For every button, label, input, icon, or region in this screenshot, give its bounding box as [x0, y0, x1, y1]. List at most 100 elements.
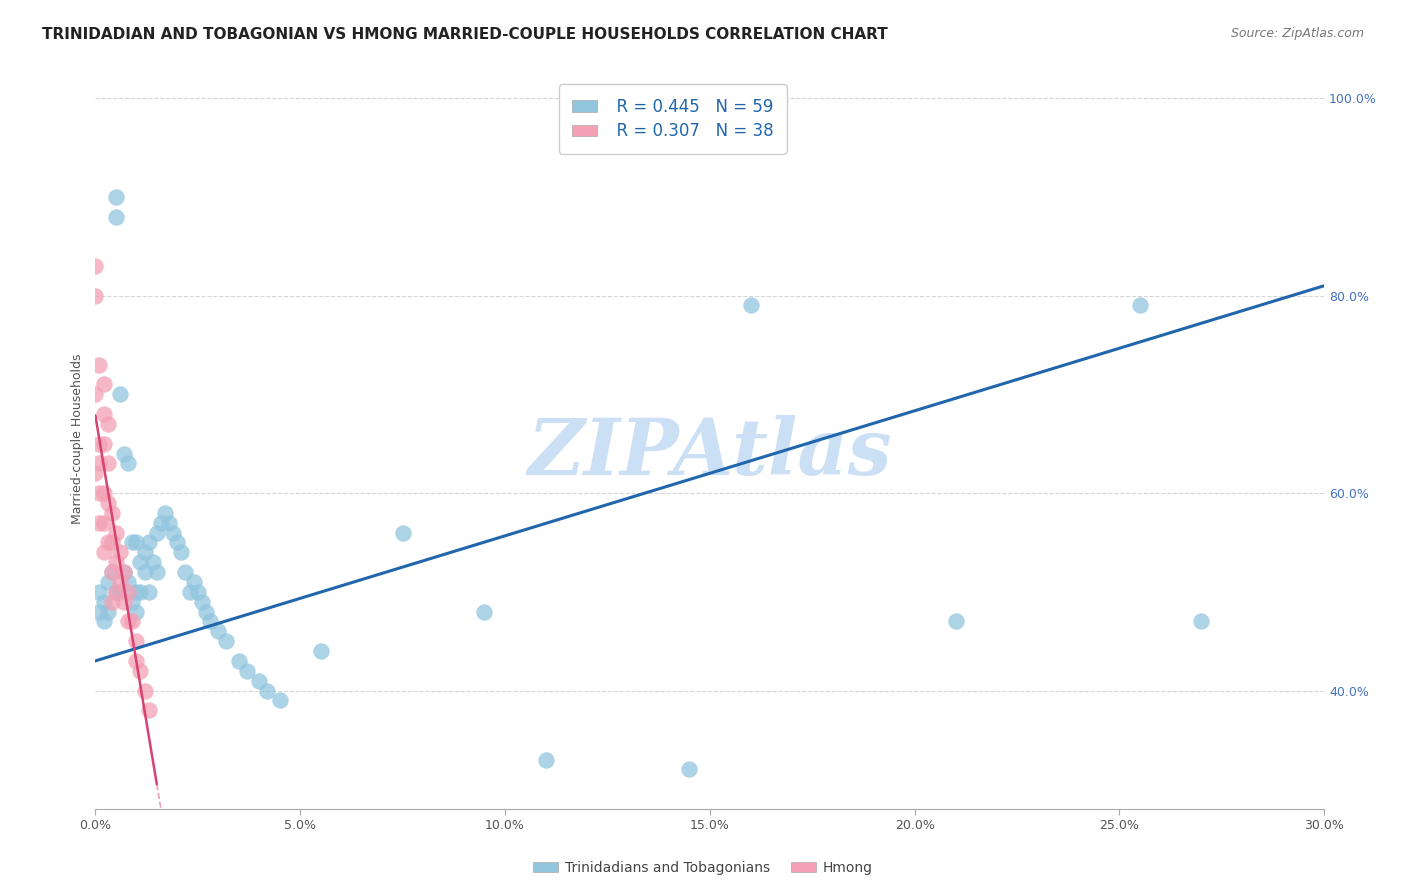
- Point: [93, 516, 115, 530]
- Point: [108, 584, 131, 599]
- Point: [93, 615, 115, 629]
- Point: [97, 417, 120, 431]
- Point: [247, 673, 270, 688]
- Point: [309, 644, 332, 658]
- Point: [84, 387, 107, 401]
- Point: [112, 565, 135, 579]
- Point: [93, 436, 115, 450]
- Point: [146, 525, 169, 540]
- Y-axis label: Married-couple Households: Married-couple Households: [72, 353, 84, 524]
- Point: [117, 457, 139, 471]
- Point: [138, 703, 160, 717]
- Point: [474, 605, 496, 619]
- Text: TRINIDADIAN AND TOBAGONIAN VS HMONG MARRIED-COUPLE HOUSEHOLDS CORRELATION CHART: TRINIDADIAN AND TOBAGONIAN VS HMONG MARR…: [42, 27, 889, 42]
- Point: [134, 683, 156, 698]
- Point: [174, 565, 197, 579]
- Point: [228, 654, 250, 668]
- Text: ZIPAtlas: ZIPAtlas: [527, 416, 891, 491]
- Point: [138, 535, 160, 549]
- Point: [104, 210, 127, 224]
- Point: [89, 436, 111, 450]
- Point: [112, 594, 135, 608]
- Point: [391, 525, 413, 540]
- Point: [187, 584, 209, 599]
- Point: [97, 457, 120, 471]
- Point: [112, 446, 135, 460]
- Point: [89, 486, 111, 500]
- Point: [117, 574, 139, 589]
- Point: [215, 634, 238, 648]
- Text: Source: ZipAtlas.com: Source: ZipAtlas.com: [1230, 27, 1364, 40]
- Point: [149, 516, 172, 530]
- Point: [84, 259, 107, 273]
- Point: [93, 545, 115, 559]
- Point: [97, 535, 120, 549]
- Point: [104, 584, 127, 599]
- Point: [534, 753, 557, 767]
- Point: [194, 605, 217, 619]
- Point: [100, 535, 122, 549]
- Point: [100, 565, 122, 579]
- Point: [125, 605, 148, 619]
- Point: [93, 594, 115, 608]
- Point: [179, 584, 201, 599]
- Point: [207, 624, 229, 639]
- Point: [100, 565, 122, 579]
- Point: [125, 535, 148, 549]
- Point: [89, 358, 111, 372]
- Point: [93, 377, 115, 392]
- Point: [1189, 615, 1212, 629]
- Point: [125, 654, 148, 668]
- Point: [93, 407, 115, 421]
- Point: [142, 555, 165, 569]
- Point: [170, 545, 193, 559]
- Point: [97, 496, 120, 510]
- Point: [84, 467, 107, 481]
- Point: [121, 535, 143, 549]
- Point: [945, 615, 967, 629]
- Point: [121, 615, 143, 629]
- Point: [97, 574, 120, 589]
- Point: [129, 555, 152, 569]
- Point: [1129, 298, 1152, 312]
- Point: [84, 288, 107, 302]
- Point: [162, 525, 184, 540]
- Point: [256, 683, 278, 698]
- Point: [97, 605, 120, 619]
- Point: [89, 605, 111, 619]
- Point: [191, 594, 214, 608]
- Point: [104, 190, 127, 204]
- Point: [100, 506, 122, 520]
- Point: [198, 615, 221, 629]
- Point: [153, 506, 176, 520]
- Point: [104, 555, 127, 569]
- Point: [740, 298, 762, 312]
- Point: [129, 664, 152, 678]
- Point: [157, 516, 180, 530]
- Point: [100, 594, 122, 608]
- Point: [121, 594, 143, 608]
- Point: [138, 584, 160, 599]
- Legend: Trinidadians and Tobagonians, Hmong: Trinidadians and Tobagonians, Hmong: [527, 855, 879, 880]
- Point: [117, 615, 139, 629]
- Point: [108, 545, 131, 559]
- Point: [678, 763, 700, 777]
- Point: [104, 525, 127, 540]
- Point: [93, 486, 115, 500]
- Point: [236, 664, 259, 678]
- Point: [108, 387, 131, 401]
- Legend:   R = 0.445   N = 59,   R = 0.307   N = 38: R = 0.445 N = 59, R = 0.307 N = 38: [560, 84, 787, 153]
- Point: [89, 457, 111, 471]
- Point: [125, 634, 148, 648]
- Point: [146, 565, 169, 579]
- Point: [89, 516, 111, 530]
- Point: [269, 693, 291, 707]
- Point: [134, 545, 156, 559]
- Point: [125, 584, 148, 599]
- Point: [89, 584, 111, 599]
- Point: [129, 584, 152, 599]
- Point: [134, 565, 156, 579]
- Point: [108, 574, 131, 589]
- Point: [112, 565, 135, 579]
- Point: [117, 584, 139, 599]
